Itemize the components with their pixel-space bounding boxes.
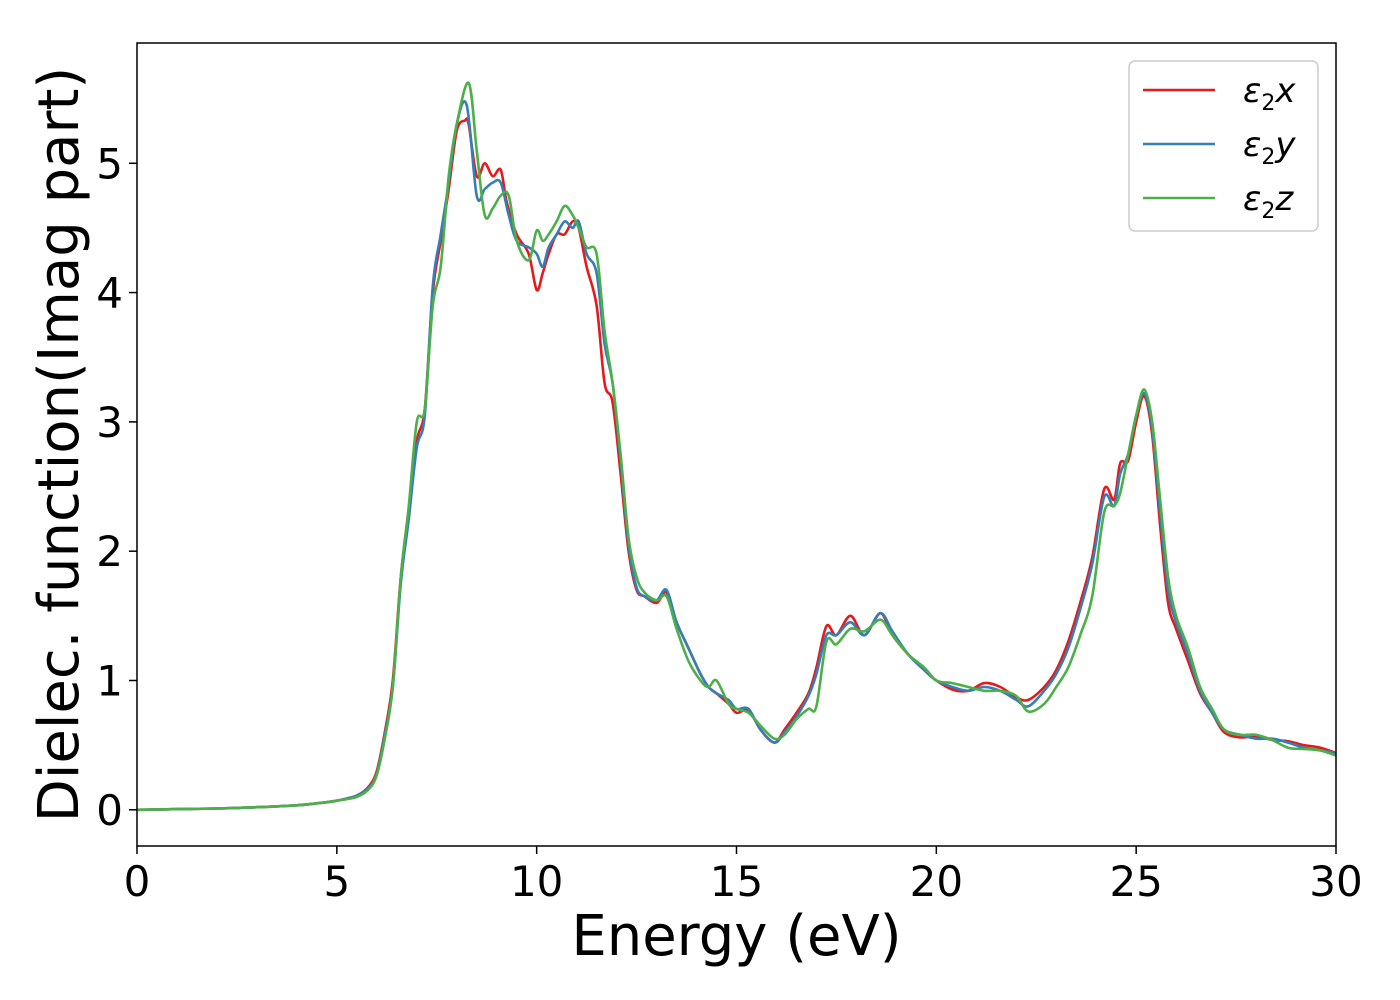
y-tick-label: 0 xyxy=(96,786,123,835)
y-tick-label: 2 xyxy=(96,527,123,576)
series-line-2 xyxy=(137,81,1336,812)
x-tick-label: 15 xyxy=(710,857,763,906)
x-tick-label: 30 xyxy=(1309,857,1362,906)
y-tick-label: 5 xyxy=(96,139,123,188)
y-tick-label: 1 xyxy=(96,656,123,705)
series-layer xyxy=(137,81,1336,812)
y-axis: 0 1 2 3 4 5 xyxy=(96,139,137,835)
legend-label: ε2x xyxy=(1243,71,1296,116)
legend-box xyxy=(1128,60,1319,232)
x-axis: 0 5 10 15 20 25 30 xyxy=(124,846,1363,906)
legend-label: ε2z xyxy=(1243,179,1294,224)
y-tick-label: 3 xyxy=(96,398,123,447)
legend: ε2x ε2y ε2z xyxy=(1128,60,1319,232)
x-tick-label: 0 xyxy=(124,857,151,906)
y-axis-title: Dielec. function(Imag part) xyxy=(27,67,92,823)
x-tick-label: 10 xyxy=(510,857,563,906)
legend-label: ε2y xyxy=(1243,125,1296,170)
x-tick-label: 25 xyxy=(1109,857,1162,906)
x-tick-label: 5 xyxy=(323,857,350,906)
x-tick-label: 20 xyxy=(910,857,963,906)
x-axis-title: Energy (eV) xyxy=(571,904,901,969)
y-tick-label: 4 xyxy=(96,269,123,318)
